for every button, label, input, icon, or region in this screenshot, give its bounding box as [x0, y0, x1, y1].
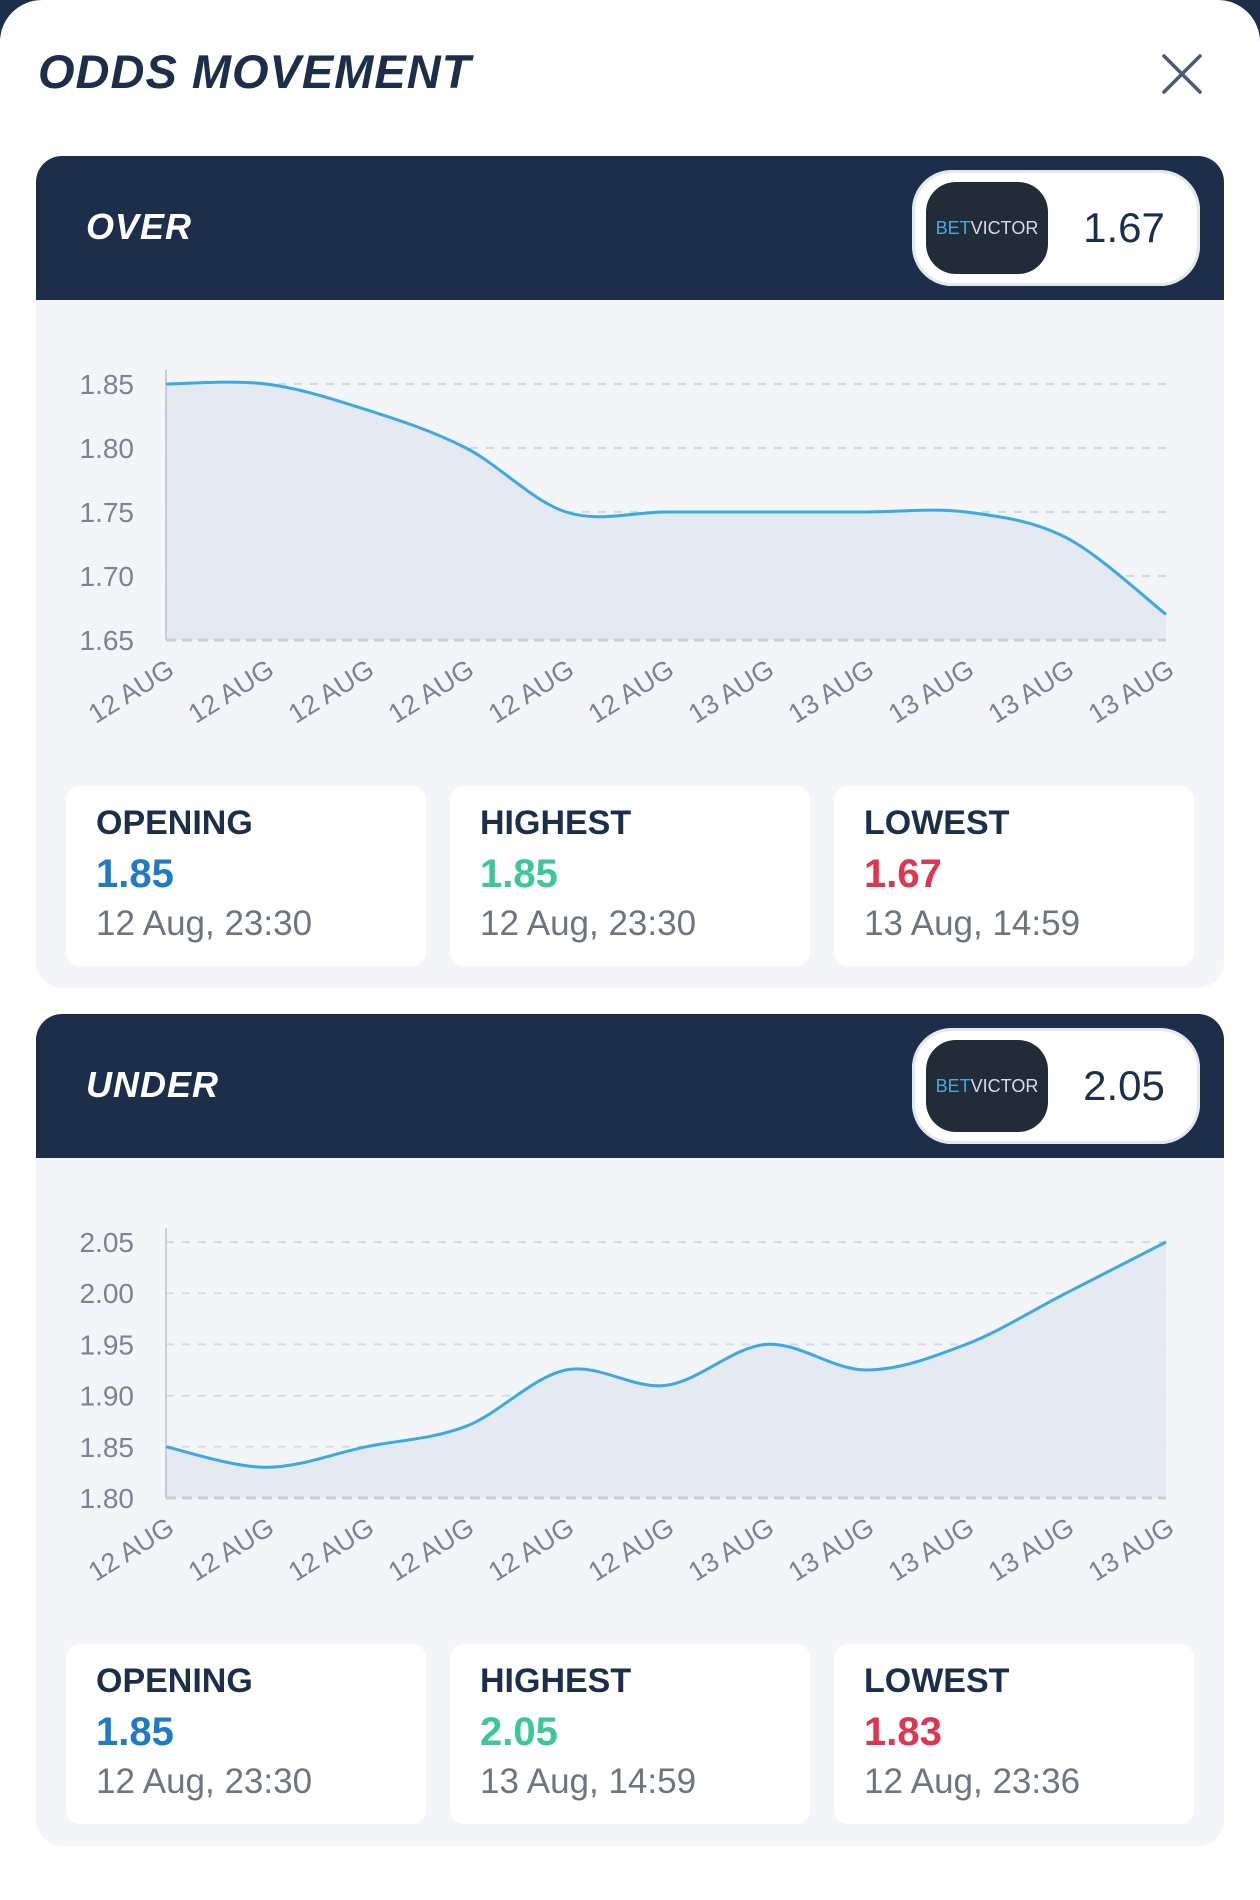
opening-value: 1.85: [96, 1710, 174, 1755]
y-tick-label: 2.00: [80, 1278, 135, 1309]
y-tick-label: 1.95: [80, 1329, 135, 1360]
panel-title: UNDER: [86, 1064, 219, 1106]
y-tick-label: 1.85: [80, 1432, 135, 1463]
y-tick-label: 1.85: [80, 369, 135, 400]
highest-time: 12 Aug, 23:30: [480, 904, 696, 944]
highest-time: 13 Aug, 14:59: [480, 1762, 696, 1802]
x-tick-label: 12 AUG: [383, 1512, 479, 1588]
highest-value: 1.85: [480, 852, 558, 897]
x-tick-label: 12 AUG: [583, 1512, 679, 1588]
lowest-card: LOWEST 1.83 12 Aug, 23:36: [834, 1644, 1194, 1824]
opening-value: 1.85: [96, 852, 174, 897]
y-tick-label: 1.75: [80, 497, 135, 528]
lowest-value: 1.83: [864, 1710, 942, 1755]
highest-label: HIGHEST: [480, 1662, 631, 1701]
x-tick-label: 12 AUG: [83, 1512, 179, 1588]
y-tick-label: 2.05: [80, 1227, 135, 1258]
x-tick-label: 13 AUG: [683, 654, 779, 730]
x-tick-label: 12 AUG: [83, 654, 179, 730]
highest-card: HIGHEST 1.85 12 Aug, 23:30: [450, 786, 810, 966]
lowest-time: 12 Aug, 23:36: [864, 1762, 1080, 1802]
highest-card: HIGHEST 2.05 13 Aug, 14:59: [450, 1644, 810, 1824]
x-tick-label: 12 AUG: [183, 1512, 279, 1588]
highest-value: 2.05: [480, 1710, 558, 1755]
lowest-card: LOWEST 1.67 13 Aug, 14:59: [834, 786, 1194, 966]
lowest-value: 1.67: [864, 852, 942, 897]
opening-label: OPENING: [96, 804, 253, 843]
y-tick-label: 1.90: [80, 1381, 135, 1412]
x-tick-label: 13 AUG: [1083, 654, 1179, 730]
opening-label: OPENING: [96, 1662, 253, 1701]
x-tick-label: 12 AUG: [283, 654, 379, 730]
y-tick-label: 1.70: [80, 561, 135, 592]
x-tick-label: 12 AUG: [183, 654, 279, 730]
x-tick-label: 12 AUG: [583, 654, 679, 730]
x-tick-label: 13 AUG: [883, 654, 979, 730]
current-odds: 1.67: [1062, 170, 1186, 286]
x-tick-label: 13 AUG: [1083, 1512, 1179, 1588]
highest-label: HIGHEST: [480, 804, 631, 843]
x-tick-label: 13 AUG: [983, 1512, 1079, 1588]
y-tick-label: 1.80: [80, 1483, 135, 1514]
opening-card: OPENING 1.85 12 Aug, 23:30: [66, 786, 426, 966]
close-button[interactable]: [1158, 50, 1206, 98]
x-tick-label: 13 AUG: [783, 1512, 879, 1588]
x-tick-label: 13 AUG: [883, 1512, 979, 1588]
x-tick-label: 12 AUG: [483, 1512, 579, 1588]
lowest-label: LOWEST: [864, 804, 1009, 843]
opening-time: 12 Aug, 23:30: [96, 904, 312, 944]
x-tick-label: 12 AUG: [383, 654, 479, 730]
x-tick-label: 13 AUG: [783, 654, 879, 730]
current-odds: 2.05: [1062, 1028, 1186, 1144]
y-tick-label: 1.80: [80, 433, 135, 464]
opening-card: OPENING 1.85 12 Aug, 23:30: [66, 1644, 426, 1824]
lowest-time: 13 Aug, 14:59: [864, 904, 1080, 944]
y-tick-label: 1.65: [80, 625, 135, 656]
opening-time: 12 Aug, 23:30: [96, 1762, 312, 1802]
x-tick-label: 13 AUG: [983, 654, 1079, 730]
panel-title: OVER: [86, 206, 192, 248]
close-icon: [1158, 50, 1206, 98]
x-tick-label: 13 AUG: [683, 1512, 779, 1588]
page-title: ODDS MOVEMENT: [38, 44, 471, 99]
lowest-label: LOWEST: [864, 1662, 1009, 1701]
x-tick-label: 12 AUG: [483, 654, 579, 730]
x-tick-label: 12 AUG: [283, 1512, 379, 1588]
